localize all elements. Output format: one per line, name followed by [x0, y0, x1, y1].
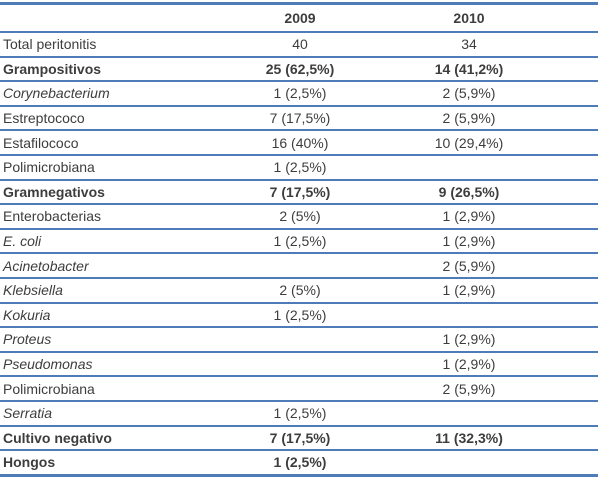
value-2009-cell: 25 (62,5%) — [200, 56, 400, 83]
row-label-cell: Acinetobacter — [0, 253, 200, 279]
value-2010-cell: 10 (29,4%) — [400, 130, 598, 156]
row-label-cell: Pseudomonas — [0, 351, 200, 378]
table-row: Corynebacterium 1 (2,5%) 2 (5,9%) — [0, 81, 598, 107]
row-label-cell: Hongos — [3, 454, 56, 471]
row-label-cell: Estreptococo — [0, 105, 200, 132]
value-2009-cell: 1 (2,5%) — [200, 81, 400, 107]
row-label-cell: Polimicrobiana — [0, 154, 200, 181]
value-2010-cell: 1 (2,9%) — [400, 277, 598, 304]
value-2009-cell: 2 (5%) — [200, 204, 400, 230]
table-row: Total peritonitis 40 34 — [0, 32, 598, 58]
value-2009-cell — [200, 376, 400, 402]
table-row: E. coli 1 (2,5%) 1 (2,9%) — [0, 228, 598, 255]
table-row: Estafilococo 16 (40%) 10 (29,4%) — [0, 130, 598, 156]
value-2010-cell: 1 (2,9%) — [400, 351, 598, 378]
row-label-cell: Polimicrobiana — [0, 376, 200, 402]
value-2010-cell: 2 (5,9%) — [400, 105, 598, 132]
value-2010-cell: 2 (5,9%) — [400, 81, 598, 107]
value-2010-cell — [400, 154, 598, 181]
header-year-2009: 2009 — [200, 3, 400, 33]
value-2010-cell — [400, 400, 598, 427]
value-2009-cell — [200, 351, 400, 378]
value-2010-cell: 2 (5,9%) — [400, 253, 598, 279]
table-row: Polimicrobiana 2 (5,9%) — [0, 376, 598, 402]
row-label-cell: E. coli — [0, 228, 200, 255]
value-2009-cell: 1 (2,5%) — [200, 228, 400, 255]
row-label-cell: Kokuria — [0, 302, 200, 329]
row-label-cell: Corynebacterium — [0, 81, 200, 107]
value-2009-cell: 1 (2,5%) — [273, 454, 327, 471]
value-2009-cell: 7 (17,5%) — [200, 105, 400, 132]
value-2009-cell: 16 (40%) — [200, 130, 400, 156]
table-row: Hongos 1 (2,5%) — [0, 450, 598, 475]
table-row: Enterobacterias 2 (5%) 1 (2,9%) — [0, 204, 598, 230]
row-label-cell: Estafilococo — [0, 130, 200, 156]
value-2009-cell: 1 (2,5%) — [200, 400, 400, 427]
table-row: Klebsiella 2 (5%) 1 (2,9%) — [0, 277, 598, 304]
value-2010-cell — [400, 302, 598, 329]
peritonitis-etiology-table: 2009 2010 Total peritonitis 40 34 Grampo… — [0, 2, 598, 477]
table-row: Gramnegativos 7 (17,5%) 9 (26,5%) — [0, 179, 598, 206]
table-row: Cultivo negativo 7 (17,5%) 11 (32,3%) — [0, 425, 598, 452]
value-2009-cell: 7 (17,5%) — [200, 179, 400, 206]
header-year-2010: 2010 — [400, 3, 598, 33]
row-label-cell: Grampositivos — [0, 56, 200, 83]
header-empty-cell — [0, 3, 200, 33]
table-row: Pseudomonas 1 (2,9%) — [0, 351, 598, 378]
value-2009-cell: 1 (2,5%) — [200, 154, 400, 181]
table-row: Grampositivos 25 (62,5%) 14 (41,2%) — [0, 56, 598, 83]
row-label-cell: Total peritonitis — [0, 32, 200, 58]
row-label-cell: Serratia — [0, 400, 200, 427]
value-2010-cell: 1 (2,9%) — [400, 327, 598, 353]
table-row: Proteus 1 (2,9%) — [0, 327, 598, 353]
row-label-cell: Proteus — [0, 327, 200, 353]
row-label-cell: Gramnegativos — [0, 179, 200, 206]
table-row: Serratia 1 (2,5%) — [0, 400, 598, 427]
row-label-cell: Cultivo negativo — [0, 425, 200, 452]
value-2010-cell: 14 (41,2%) — [400, 56, 598, 83]
value-2010-cell — [400, 450, 598, 475]
value-2009-cell: 7 (17,5%) — [200, 425, 400, 452]
value-2010-cell: 11 (32,3%) — [400, 425, 598, 452]
table-body: Total peritonitis 40 34 Grampositivos 25… — [0, 32, 598, 475]
value-2010-cell: 34 — [400, 32, 598, 58]
table-header-row: 2009 2010 — [0, 3, 598, 33]
value-2009-cell: 1 (2,5%) — [200, 302, 400, 329]
value-2009-cell: 40 — [200, 32, 400, 58]
value-2009-cell — [200, 253, 400, 279]
value-2010-cell: 2 (5,9%) — [400, 376, 598, 402]
row-label-cell: Enterobacterias — [0, 204, 200, 230]
table-row: Acinetobacter 2 (5,9%) — [0, 253, 598, 279]
value-2010-cell: 9 (26,5%) — [400, 179, 598, 206]
row-label-cell: Klebsiella — [0, 277, 200, 304]
table-row: Estreptococo 7 (17,5%) 2 (5,9%) — [0, 105, 598, 132]
table-row: Polimicrobiana 1 (2,5%) — [0, 154, 598, 181]
table-row: Kokuria 1 (2,5%) — [0, 302, 598, 329]
value-2010-cell: 1 (2,9%) — [400, 204, 598, 230]
value-2010-cell: 1 (2,9%) — [400, 228, 598, 255]
value-2009-cell — [200, 327, 400, 353]
value-2009-cell: 2 (5%) — [200, 277, 400, 304]
